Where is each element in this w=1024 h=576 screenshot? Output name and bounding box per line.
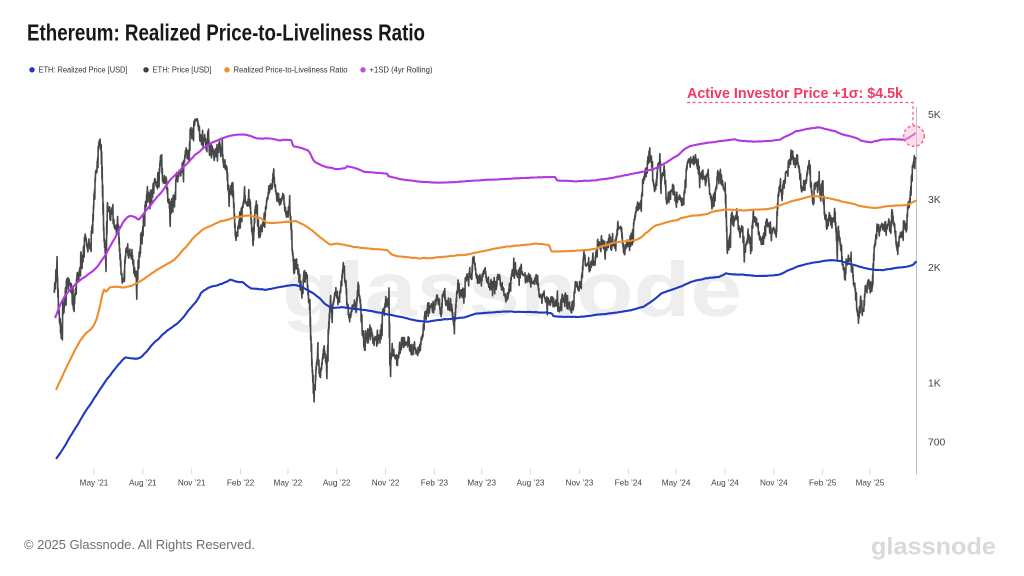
svg-text:Feb ’25: Feb ’25 <box>809 479 837 488</box>
svg-text:Feb ’22: Feb ’22 <box>227 479 255 488</box>
svg-text:Nov ’24: Nov ’24 <box>760 479 788 488</box>
svg-text:Nov ’22: Nov ’22 <box>372 479 400 488</box>
svg-text:Feb ’23: Feb ’23 <box>421 479 449 488</box>
svg-text:Aug ’23: Aug ’23 <box>517 479 545 488</box>
svg-text:Feb ’24: Feb ’24 <box>615 479 643 488</box>
svg-text:ETH: Realized Price [USD]: ETH: Realized Price [USD] <box>39 66 128 75</box>
svg-text:3K: 3K <box>928 195 941 206</box>
svg-text:May ’23: May ’23 <box>467 479 496 488</box>
svg-text:Nov ’23: Nov ’23 <box>566 479 594 488</box>
svg-text:1K: 1K <box>928 378 941 389</box>
svg-text:Aug ’21: Aug ’21 <box>129 479 157 488</box>
svg-text:5K: 5K <box>928 110 941 121</box>
svg-text:May ’25: May ’25 <box>856 479 885 488</box>
svg-text:May ’24: May ’24 <box>662 479 691 488</box>
svg-text:Active Investor Price +1σ: $4.: Active Investor Price +1σ: $4.5k <box>687 86 904 102</box>
svg-text:glassnode: glassnode <box>871 534 996 561</box>
svg-text:Ethereum: Realized Price-to-Li: Ethereum: Realized Price-to-Liveliness R… <box>27 20 425 46</box>
svg-text:Nov ’21: Nov ’21 <box>178 479 206 488</box>
svg-text:May ’22: May ’22 <box>274 479 303 488</box>
svg-text:Aug ’22: Aug ’22 <box>323 479 351 488</box>
svg-text:+1SD (4yr Rolling): +1SD (4yr Rolling) <box>370 66 433 75</box>
svg-text:Realized Price-to-Liveliness R: Realized Price-to-Liveliness Ratio <box>234 66 349 75</box>
svg-text:700: 700 <box>928 438 946 449</box>
svg-text:2K: 2K <box>928 263 941 274</box>
svg-text:May ’21: May ’21 <box>80 479 109 488</box>
svg-text:ETH: Price [USD]: ETH: Price [USD] <box>153 66 212 75</box>
svg-text:Aug ’24: Aug ’24 <box>711 479 739 488</box>
svg-text:© 2025 Glassnode. All Rights R: © 2025 Glassnode. All Rights Reserved. <box>24 537 255 552</box>
